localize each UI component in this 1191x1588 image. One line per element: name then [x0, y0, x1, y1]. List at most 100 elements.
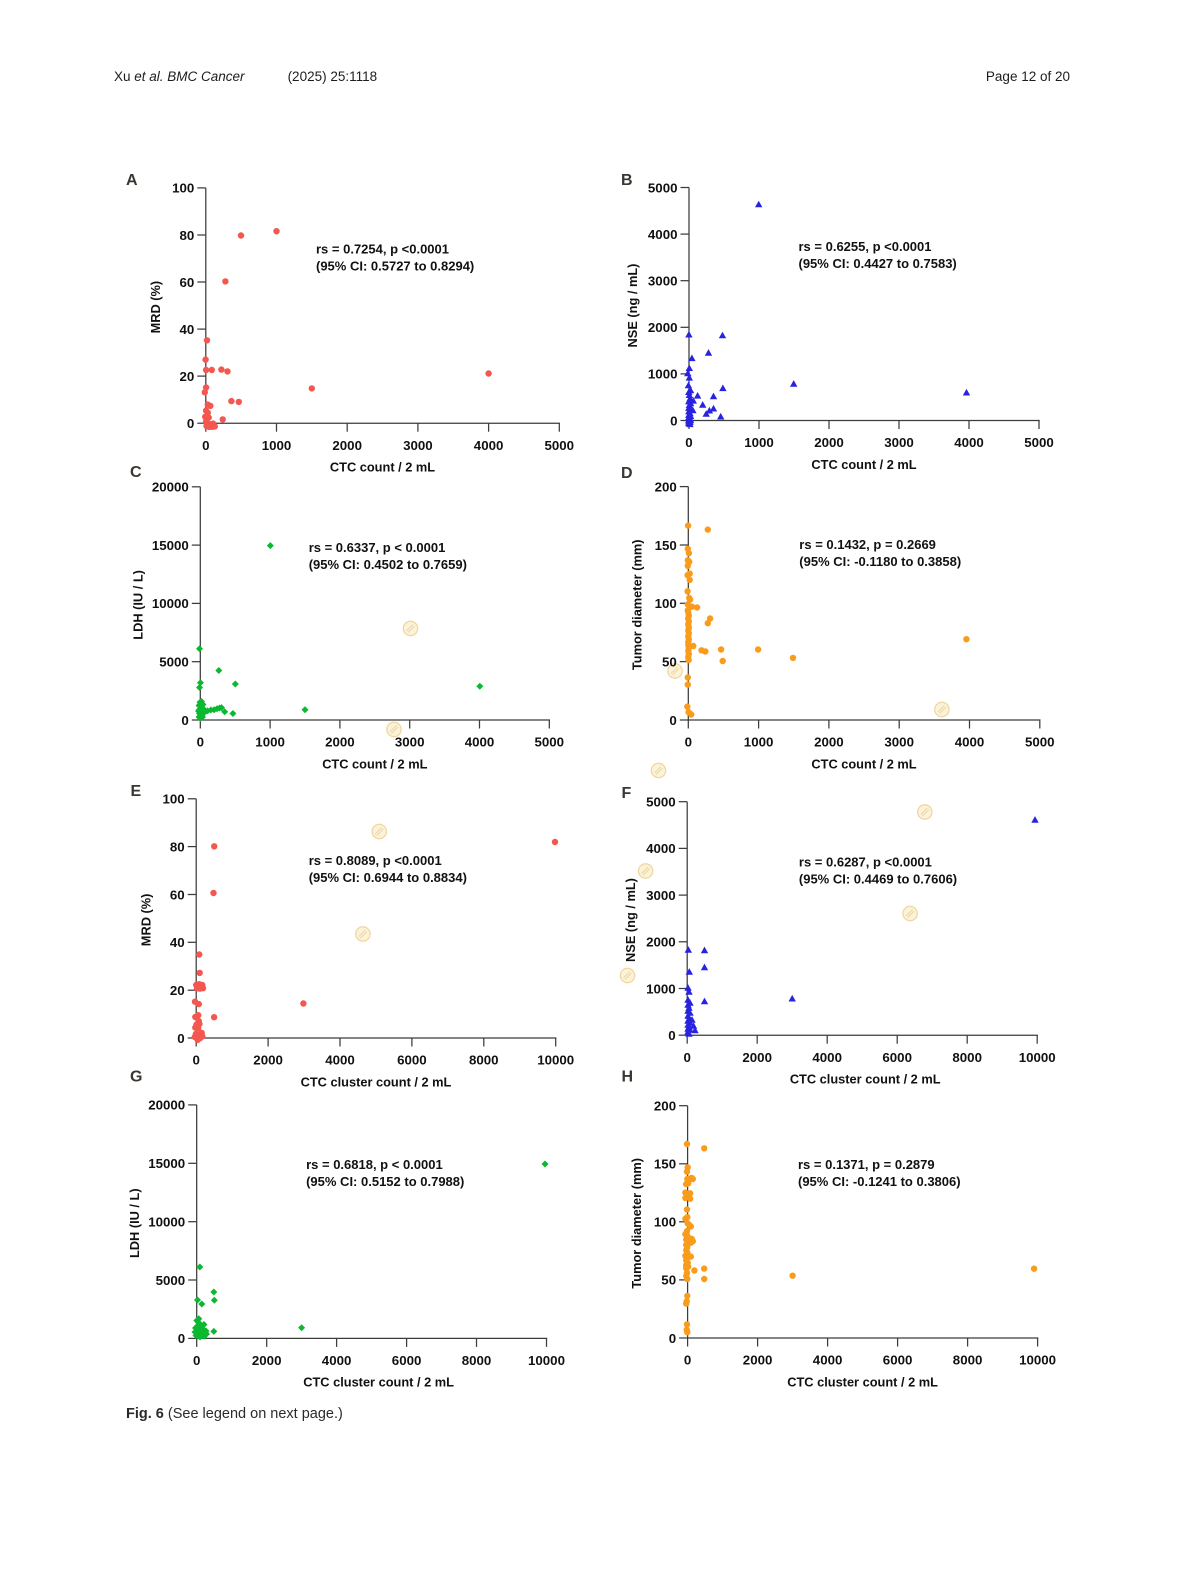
svg-text:CTC count / 2 mL: CTC count / 2 mL — [811, 756, 916, 771]
svg-text:2000: 2000 — [742, 1050, 772, 1065]
svg-text:0: 0 — [670, 413, 677, 428]
svg-text:rs = 0.6287, p <0.0001: rs = 0.6287, p <0.0001 — [799, 855, 932, 870]
svg-text:10000: 10000 — [148, 1215, 185, 1230]
svg-text:rs = 0.8089, p <0.0001: rs = 0.8089, p <0.0001 — [309, 853, 442, 868]
svg-text:0: 0 — [685, 435, 692, 450]
svg-text:0: 0 — [683, 1050, 690, 1065]
svg-text:2000: 2000 — [646, 935, 676, 950]
svg-text:8000: 8000 — [953, 1353, 983, 1368]
svg-text:6000: 6000 — [397, 1053, 427, 1068]
svg-text:2000: 2000 — [325, 735, 355, 750]
svg-text:4000: 4000 — [322, 1353, 352, 1368]
svg-text:5000: 5000 — [159, 655, 189, 670]
svg-text:6000: 6000 — [882, 1050, 912, 1065]
svg-text:0: 0 — [178, 1331, 185, 1346]
svg-text:0: 0 — [192, 1053, 199, 1068]
svg-text:MRD (%): MRD (%) — [139, 894, 154, 947]
svg-text:D: D — [621, 465, 633, 482]
svg-text:rs = 0.6255, p <0.0001: rs = 0.6255, p <0.0001 — [799, 239, 932, 254]
svg-text:20000: 20000 — [148, 1098, 185, 1113]
svg-text:2000: 2000 — [332, 438, 362, 453]
svg-text:1000: 1000 — [255, 735, 285, 750]
svg-text:4000: 4000 — [954, 435, 984, 450]
svg-text:2000: 2000 — [648, 320, 678, 335]
svg-text:5000: 5000 — [156, 1273, 186, 1288]
svg-text:2000: 2000 — [252, 1353, 282, 1368]
svg-text:10000: 10000 — [537, 1053, 574, 1068]
svg-text:rs = 0.1432, p = 0.2669: rs = 0.1432, p = 0.2669 — [799, 537, 936, 552]
svg-text:1000: 1000 — [744, 435, 774, 450]
svg-text:60: 60 — [180, 275, 195, 290]
svg-text:0: 0 — [685, 735, 692, 750]
svg-text:4000: 4000 — [812, 1050, 842, 1065]
svg-text:0: 0 — [197, 735, 204, 750]
svg-text:(95% CI: 0.5727 to 0.8294): (95% CI: 0.5727 to 0.8294) — [316, 259, 474, 274]
svg-text:10000: 10000 — [1019, 1050, 1056, 1065]
svg-text:(95% CI: -0.1241 to 0.3806): (95% CI: -0.1241 to 0.3806) — [798, 1174, 961, 1189]
svg-text:0: 0 — [669, 1331, 676, 1346]
svg-text:G: G — [130, 1069, 142, 1086]
svg-text:C: C — [130, 464, 142, 481]
svg-text:4000: 4000 — [648, 227, 678, 242]
svg-text:8000: 8000 — [952, 1050, 982, 1065]
svg-text:LDH (IU / L): LDH (IU / L) — [127, 1188, 142, 1258]
svg-text:3000: 3000 — [648, 274, 678, 289]
svg-text:rs = 0.7254, p <0.0001: rs = 0.7254, p <0.0001 — [316, 242, 449, 257]
svg-text:1000: 1000 — [262, 438, 292, 453]
svg-text:5000: 5000 — [648, 180, 678, 195]
svg-text:rs = 0.6818, p < 0.0001: rs = 0.6818, p < 0.0001 — [306, 1157, 443, 1172]
svg-text:(95% CI: 0.6944 to 0.8834): (95% CI: 0.6944 to 0.8834) — [309, 870, 467, 885]
svg-text:5000: 5000 — [1024, 435, 1054, 450]
svg-text:50: 50 — [661, 1273, 676, 1288]
svg-text:3000: 3000 — [403, 438, 433, 453]
svg-text:20: 20 — [170, 983, 185, 998]
svg-text:4000: 4000 — [474, 438, 504, 453]
svg-text:E: E — [131, 783, 142, 800]
svg-text:6000: 6000 — [392, 1353, 422, 1368]
svg-text:NSE (ng / mL): NSE (ng / mL) — [623, 878, 638, 962]
svg-text:15000: 15000 — [148, 1156, 185, 1171]
svg-text:CTC count / 2 mL: CTC count / 2 mL — [322, 756, 427, 771]
svg-text:60: 60 — [170, 887, 185, 902]
svg-text:200: 200 — [654, 1099, 676, 1114]
svg-text:1000: 1000 — [648, 367, 678, 382]
svg-text:CTC cluster count / 2 mL: CTC cluster count / 2 mL — [303, 1375, 454, 1390]
svg-text:10000: 10000 — [528, 1353, 565, 1368]
svg-text:(95% CI: 0.5152 to 0.7988): (95% CI: 0.5152 to 0.7988) — [306, 1174, 464, 1189]
svg-text:40: 40 — [180, 322, 195, 337]
svg-text:8000: 8000 — [469, 1053, 499, 1068]
svg-text:0: 0 — [177, 1031, 184, 1046]
svg-text:5000: 5000 — [545, 438, 575, 453]
svg-text:4000: 4000 — [646, 841, 676, 856]
svg-text:4000: 4000 — [955, 735, 985, 750]
svg-text:100: 100 — [654, 1215, 676, 1230]
svg-text:5000: 5000 — [535, 735, 565, 750]
svg-text:200: 200 — [655, 479, 677, 494]
svg-text:150: 150 — [655, 538, 677, 553]
svg-text:100: 100 — [163, 792, 185, 807]
svg-text:H: H — [622, 1069, 634, 1086]
svg-text:2000: 2000 — [814, 435, 844, 450]
svg-text:2000: 2000 — [253, 1053, 283, 1068]
svg-text:NSE (ng / mL): NSE (ng / mL) — [625, 264, 640, 348]
svg-text:rs = 0.1371, p = 0.2879: rs = 0.1371, p = 0.2879 — [798, 1157, 935, 1172]
svg-text:8000: 8000 — [462, 1353, 492, 1368]
svg-text:10000: 10000 — [1019, 1353, 1056, 1368]
svg-text:3000: 3000 — [646, 888, 676, 903]
svg-text:CTC cluster count / 2 mL: CTC cluster count / 2 mL — [790, 1072, 941, 1087]
svg-text:(95% CI: 0.4469 to 0.7606): (95% CI: 0.4469 to 0.7606) — [799, 872, 957, 887]
svg-text:Tumor diameter (mm): Tumor diameter (mm) — [629, 1158, 644, 1289]
svg-text:80: 80 — [170, 839, 185, 854]
svg-text:(95% CI: 0.4427 to 0.7583): (95% CI: 0.4427 to 0.7583) — [799, 256, 957, 271]
svg-text:100: 100 — [655, 596, 677, 611]
svg-text:A: A — [126, 172, 138, 189]
svg-text:20: 20 — [180, 369, 195, 384]
svg-text:0: 0 — [181, 713, 188, 728]
svg-text:1000: 1000 — [744, 735, 774, 750]
svg-text:3000: 3000 — [395, 735, 425, 750]
svg-text:F: F — [622, 785, 632, 802]
svg-text:50: 50 — [662, 654, 677, 669]
svg-text:1000: 1000 — [646, 981, 676, 996]
svg-text:MRD (%): MRD (%) — [148, 281, 163, 334]
svg-text:3000: 3000 — [884, 435, 914, 450]
